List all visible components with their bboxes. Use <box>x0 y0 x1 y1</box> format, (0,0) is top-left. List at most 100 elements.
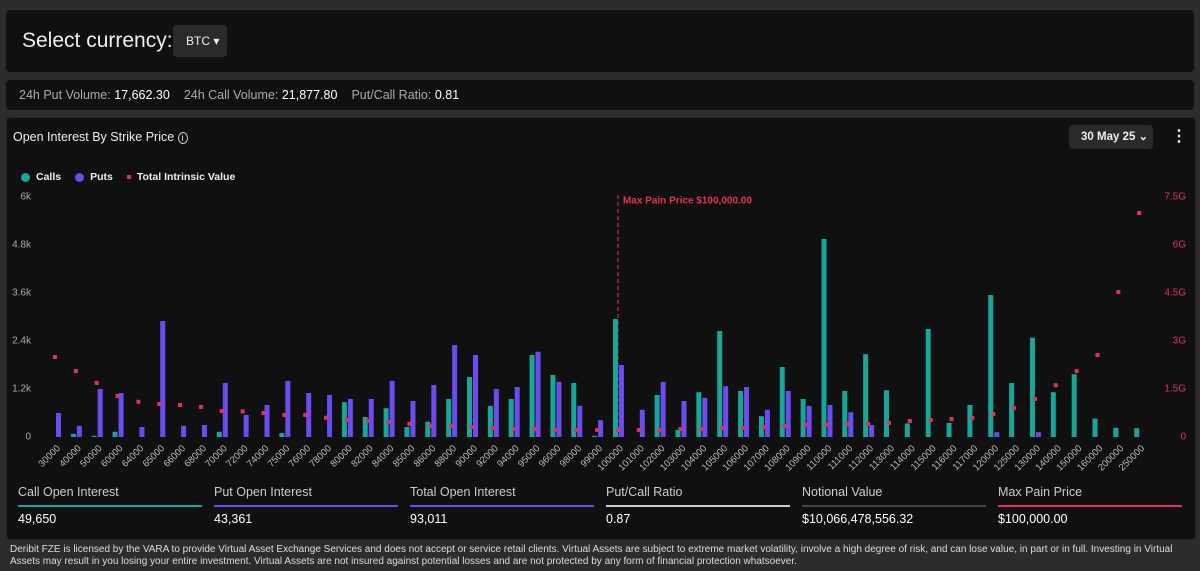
point <box>574 427 579 432</box>
bar <box>216 431 222 437</box>
bar <box>368 399 374 437</box>
menu-button[interactable]: ⋮ <box>1171 128 1187 145</box>
summary-label: Put Open Interest <box>214 485 398 507</box>
point <box>782 424 787 429</box>
date-dropdown[interactable]: 30 May 25 ⌄ <box>1069 125 1153 149</box>
bar <box>702 397 708 437</box>
bar <box>431 385 437 437</box>
bar <box>341 402 347 437</box>
bar <box>306 393 312 437</box>
x-tick-label: 78000 <box>307 443 333 469</box>
bar <box>1035 432 1041 437</box>
bar <box>529 355 535 437</box>
stat-label: Put/Call Ratio: <box>351 88 432 102</box>
x-tick-label: 30000 <box>36 443 62 469</box>
stat-value: 17,662.30 <box>114 88 170 102</box>
point <box>282 412 287 417</box>
point <box>198 404 203 409</box>
x-tick-label: 76000 <box>287 443 313 469</box>
bar <box>571 383 577 437</box>
point <box>741 426 746 431</box>
x-tick-label: 80000 <box>328 443 354 469</box>
x-tick-label: 74000 <box>245 443 271 469</box>
bar <box>467 377 472 437</box>
bar <box>201 425 207 437</box>
summary: Call Open Interest 49,650 Put Open Interes… <box>18 485 1182 526</box>
bar <box>243 415 249 437</box>
x-tick-label: 66000 <box>162 443 188 469</box>
bar <box>925 329 931 437</box>
point <box>1074 369 1079 374</box>
point <box>866 421 871 426</box>
summary-item: Max Pain Price $100,000.00 <box>998 485 1182 526</box>
point <box>344 418 349 423</box>
bar <box>404 427 410 437</box>
card-title-text: Open Interest By Strike Price <box>13 130 175 144</box>
point <box>991 411 996 416</box>
point <box>157 402 162 407</box>
point <box>1032 396 1037 401</box>
bar <box>550 375 556 437</box>
point <box>970 415 975 420</box>
point <box>53 355 57 359</box>
x-tick-label: 50000 <box>78 443 104 469</box>
bar <box>56 413 61 437</box>
bar <box>598 420 604 437</box>
bar <box>383 408 389 437</box>
bar <box>285 381 291 437</box>
bar <box>70 433 76 437</box>
x-tick-label: 94000 <box>495 443 521 469</box>
x-tick-label: 85000 <box>391 443 417 469</box>
y-tick-label: 2.4k <box>12 336 32 347</box>
point <box>470 425 474 430</box>
bar <box>612 319 618 437</box>
bar <box>389 381 395 437</box>
x-tick-label: 75000 <box>266 443 292 469</box>
bar <box>118 393 124 437</box>
summary-item: Put/Call Ratio 0.87 <box>606 485 790 526</box>
bar <box>362 417 368 437</box>
bar <box>1050 392 1056 437</box>
point <box>907 419 912 423</box>
bar <box>738 391 744 437</box>
x-tick-label: 84000 <box>370 443 396 469</box>
summary-item: Call Open Interest 49,650 <box>18 485 202 526</box>
y2-tick-label: 7.5G <box>1164 192 1186 203</box>
legend-item: Calls <box>21 171 61 183</box>
legend-swatch <box>21 172 30 182</box>
stat: 24h Call Volume: 21,877.80 <box>184 88 338 102</box>
stat: Put/Call Ratio: 0.81 <box>351 88 459 102</box>
bar <box>1113 427 1119 437</box>
bar <box>723 386 729 437</box>
bar <box>139 427 145 437</box>
bar <box>327 395 333 437</box>
x-tick-label: 92000 <box>474 443 500 469</box>
x-tick-label: 86000 <box>412 443 438 469</box>
x-tick-label: 82000 <box>349 443 375 469</box>
legend-label: Puts <box>90 171 113 183</box>
point <box>1137 211 1142 215</box>
bar <box>446 399 452 437</box>
y-tick-label: 4.8k <box>12 240 32 251</box>
bar <box>91 435 97 437</box>
bar <box>487 405 493 437</box>
footer: Deribit FZE is licensed by the VARA to p… <box>10 544 1173 567</box>
y2-tick-label: 0 <box>1180 432 1186 443</box>
bar <box>347 399 353 437</box>
bar <box>535 351 541 437</box>
summary-item: Put Open Interest 43,361 <box>214 485 398 526</box>
summary-label: Total Open Interest <box>410 485 594 507</box>
bar <box>452 345 458 437</box>
point <box>699 427 704 431</box>
point <box>178 403 183 407</box>
currency-dropdown[interactable]: BTC ▾ <box>173 25 227 57</box>
bar <box>696 392 702 437</box>
point <box>386 419 391 424</box>
bar <box>1092 418 1098 437</box>
stat: 24h Put Volume: 17,662.30 <box>19 88 170 102</box>
point <box>657 427 662 432</box>
bar <box>967 405 973 437</box>
bar <box>493 389 499 437</box>
bar <box>76 425 82 437</box>
legend-item: Total Intrinsic Value <box>126 171 235 183</box>
